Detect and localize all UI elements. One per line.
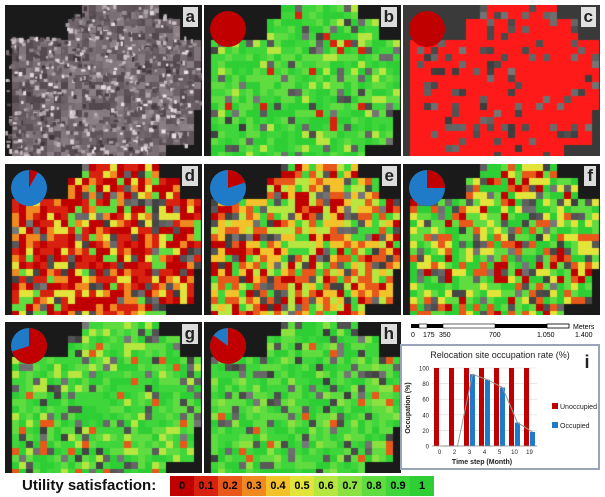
- occupation-pie-chart: [409, 170, 445, 206]
- bar-occupied: [515, 422, 520, 446]
- bar-occupied: [500, 387, 505, 446]
- scale-tick-label: 700: [489, 332, 501, 339]
- chart-panel-label: i: [584, 352, 589, 372]
- x-tick-label: 10: [511, 450, 518, 456]
- x-axis-label: Time step (Month): [452, 459, 512, 466]
- bar-occupied: [485, 379, 490, 446]
- occupation-pie-chart: [409, 11, 445, 47]
- x-tick-label: 5: [498, 450, 502, 456]
- x-tick-label: 4: [483, 450, 487, 456]
- map-panel-h: h: [204, 322, 401, 473]
- legend-cell: 0.5: [290, 476, 314, 496]
- scale-tick-label: 0: [411, 332, 415, 339]
- y-tick-label: 80: [422, 382, 429, 388]
- legend-cell: 0.8: [362, 476, 386, 496]
- y-axis-label: Occupation (%): [405, 382, 412, 433]
- y-tick-label: 0: [426, 445, 430, 451]
- occupation-pie-chart: [210, 328, 246, 364]
- bar-unoccupied: [494, 368, 499, 446]
- panel-label: b: [380, 7, 397, 27]
- pie-slice-unoccupied: [29, 170, 38, 188]
- map-panel-c: c: [403, 5, 600, 156]
- pie-slice-unoccupied: [427, 170, 445, 188]
- legend-color-scale: 0 0.1 0.2 0.3 0.4 0.5 0.6 0.7 0.8 0.9 1: [170, 476, 434, 496]
- satellite-image: [5, 5, 202, 156]
- legend-swatch-unoccupied: [552, 403, 558, 409]
- scale-tick-label: 1.050: [537, 332, 555, 339]
- legend-cell: 0: [170, 476, 194, 496]
- occupation-pie-chart: [210, 11, 246, 47]
- map-panel-f: f: [403, 164, 600, 315]
- legend-cell: 0.3: [242, 476, 266, 496]
- occupation-rate-chart: Relocation site occupation rate (%) i Oc…: [400, 344, 600, 470]
- legend-label-unoccupied: Unoccupied: [560, 404, 597, 411]
- x-tick-label: 19: [526, 450, 533, 456]
- occupation-pie-chart: [11, 328, 48, 364]
- scale-tick-label: 350: [439, 332, 451, 339]
- x-tick-label: 3: [468, 450, 472, 456]
- map-panel-b: b: [204, 5, 401, 156]
- legend-swatch-occupied: [552, 422, 558, 428]
- legend-cell: 0.4: [266, 476, 290, 496]
- pie-slice-unoccupied: [409, 11, 445, 47]
- bar-unoccupied: [449, 368, 454, 446]
- map-panel-g: g: [5, 322, 202, 473]
- panel-label: a: [182, 7, 198, 27]
- x-tick-label: 2: [453, 450, 457, 456]
- bar-unoccupied: [464, 368, 469, 446]
- y-tick-label: 20: [422, 429, 429, 435]
- scale-bar: 0 175 350 700 1.050 1.400 Meters: [411, 323, 595, 339]
- panel-label: c: [580, 7, 596, 27]
- map-panel-a: a: [5, 5, 202, 156]
- y-tick-label: 60: [422, 398, 429, 404]
- bar-unoccupied: [524, 368, 529, 446]
- occupation-pie-chart: [11, 170, 47, 206]
- y-tick-label: 100: [419, 367, 430, 373]
- legend-label-occupied: Occupied: [560, 423, 590, 430]
- pie-slice-unoccupied: [210, 11, 246, 47]
- panel-label: d: [181, 166, 198, 186]
- map-panel-d: d: [5, 164, 202, 315]
- legend-cell: 0.1: [194, 476, 218, 496]
- pie-slice-unoccupied: [11, 328, 48, 364]
- bar-occupied: [530, 431, 535, 446]
- x-tick-label: 0: [438, 450, 442, 456]
- bar-unoccupied: [434, 368, 439, 446]
- map-panel-e: e: [204, 164, 401, 315]
- legend-cell: 0.9: [386, 476, 410, 496]
- scale-unit-label: Meters: [573, 324, 595, 331]
- legend-title: Utility satisfaction:: [22, 477, 157, 494]
- pie-slice-unoccupied: [228, 170, 246, 188]
- bar-unoccupied: [509, 368, 514, 446]
- legend-cell: 1: [410, 476, 434, 496]
- occupation-pie-chart: [210, 170, 246, 206]
- chart-legend: Unoccupied Occupied: [552, 403, 597, 430]
- panel-label: g: [181, 324, 198, 344]
- scale-tick-label: 175: [423, 332, 435, 339]
- legend-cell: 0.6: [314, 476, 338, 496]
- y-tick-label: 40: [422, 413, 429, 419]
- utility-satisfaction-legend: Utility satisfaction: 0 0.1 0.2 0.3 0.4 0.5 0.…: [22, 476, 462, 496]
- panel-label: e: [381, 166, 397, 186]
- panel-label: h: [380, 324, 397, 344]
- panel-label: f: [584, 166, 596, 186]
- legend-cell: 0.7: [338, 476, 362, 496]
- occupation-chart-svg: Relocation site occupation rate (%) i Oc…: [405, 350, 597, 466]
- bar-occupied: [470, 374, 475, 446]
- legend-cell: 0.2: [218, 476, 242, 496]
- pie-slice-unoccupied: [210, 328, 246, 364]
- scale-tick-label: 1.400: [575, 332, 593, 339]
- bar-unoccupied: [479, 368, 484, 446]
- chart-title: Relocation site occupation rate (%): [430, 350, 570, 360]
